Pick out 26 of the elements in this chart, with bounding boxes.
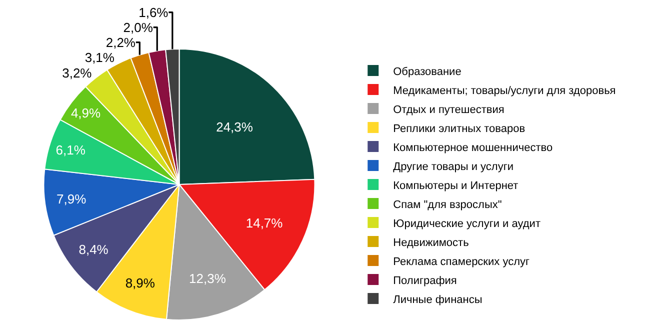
data-label: 7,9%: [56, 192, 87, 207]
data-label: 2,2%: [106, 34, 136, 50]
data-label: 3,1%: [84, 50, 115, 65]
legend-label: Компьютеры и Интернет: [393, 180, 518, 192]
data-label: 8,4%: [78, 242, 109, 257]
data-label: 2,0%: [123, 20, 154, 35]
legend-label: Образование: [393, 66, 462, 78]
data-label: 1,6%: [138, 4, 169, 20]
legend-label: Полиграфия: [393, 274, 457, 287]
legend-label: Спам "для взрослых": [393, 198, 502, 211]
legend-label: Компьютерное мошенничество: [393, 142, 553, 154]
legend-label: Медикаменты; товары/услуги для здоровья: [393, 84, 616, 97]
legend-label: Реклама спамерских услуг: [393, 256, 530, 268]
data-label: 12,3%: [189, 271, 226, 286]
legend-label: Недвижимость: [393, 236, 470, 249]
legend-label: Юридические услуги и аудит: [393, 218, 540, 230]
data-label: 8,9%: [125, 276, 156, 291]
data-label: 24,3%: [216, 119, 254, 134]
data-label: 4,9%: [70, 106, 102, 121]
data-label: 3,2%: [62, 65, 92, 80]
legend-label: Отдых и путешествия: [393, 104, 504, 116]
legend-label: Реплики элитных товаров: [393, 122, 526, 135]
legend-label: Личные финансы: [393, 294, 482, 306]
data-label: 6,1%: [56, 142, 86, 158]
data-label: 14,7%: [246, 216, 284, 231]
legend-label: Другие товары и услуги: [393, 160, 514, 173]
